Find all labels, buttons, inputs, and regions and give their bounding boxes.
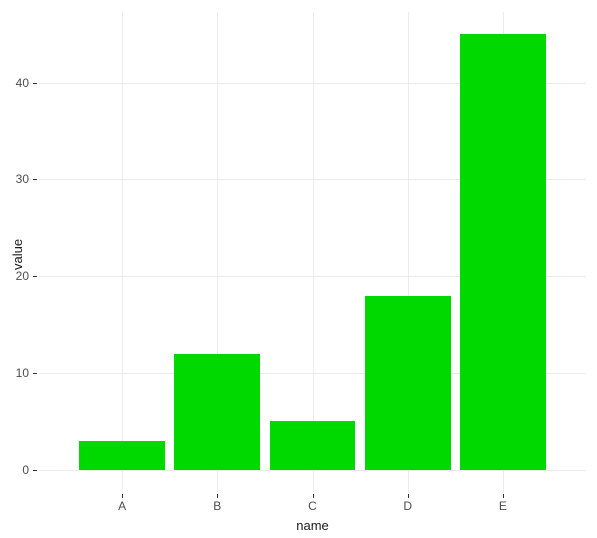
x-tick-label: C (308, 500, 317, 512)
y-tick-label: 30 (16, 173, 29, 185)
y-tick (33, 373, 37, 374)
x-tick (217, 494, 218, 498)
x-tick-label: E (499, 500, 507, 512)
y-tick (33, 276, 37, 277)
y-tick-label: 0 (22, 464, 29, 476)
x-tick (408, 494, 409, 498)
y-tick (33, 83, 37, 84)
plot-area: 010203040ABCDE (39, 12, 586, 492)
bar (174, 354, 260, 470)
y-tick-label: 20 (16, 270, 29, 282)
x-tick (313, 494, 314, 498)
grid-line-vertical (313, 12, 314, 492)
x-tick-label: B (213, 500, 221, 512)
bar (365, 296, 451, 470)
y-tick (33, 470, 37, 471)
x-tick (503, 494, 504, 498)
bar (460, 34, 546, 469)
y-axis-label: value (10, 239, 25, 270)
y-tick (33, 179, 37, 180)
y-tick-label: 10 (16, 367, 29, 379)
x-axis-label: name (39, 518, 586, 533)
x-tick-label: D (403, 500, 412, 512)
bar (79, 441, 165, 470)
y-tick-label: 40 (16, 77, 29, 89)
grid-line-vertical (122, 12, 123, 492)
bar (270, 421, 356, 469)
x-tick-label: A (118, 500, 126, 512)
x-tick (122, 494, 123, 498)
bar-chart: A Green & Bold Title value 010203040ABCD… (0, 0, 597, 538)
